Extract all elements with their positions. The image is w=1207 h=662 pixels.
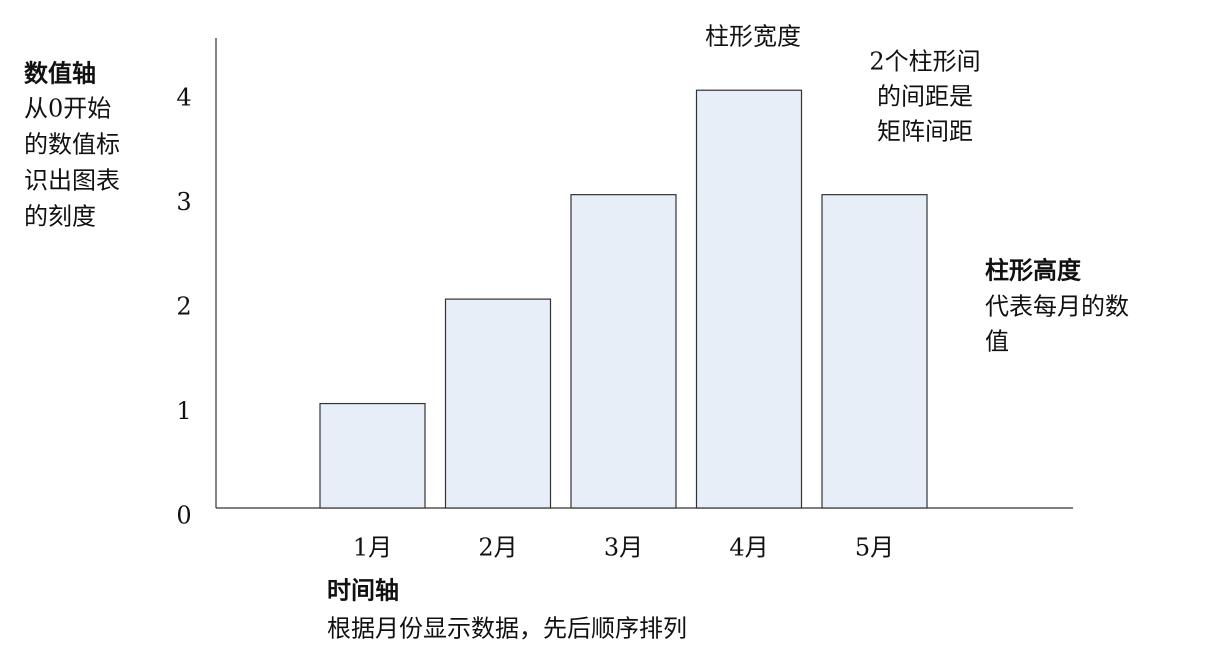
bar (319, 402, 426, 509)
bar (444, 298, 552, 509)
annotation-title: 时间轴 (327, 576, 399, 605)
x-tick-label: 2月 (478, 534, 517, 562)
x-tick-label: 5月 (855, 534, 894, 562)
annotation-text: 从0开始 (24, 95, 111, 123)
annotation-text: 值 (985, 328, 1009, 356)
y-tick-label: 4 (176, 84, 191, 112)
annotation-text: 2个柱形间 (869, 48, 980, 76)
annotation-title: 数值轴 (24, 59, 96, 88)
x-tick-label: 4月 (729, 534, 768, 562)
x-tick-label: 3月 (604, 534, 643, 562)
y-tick-label: 2 (176, 293, 191, 321)
bar (570, 194, 677, 509)
bar (695, 89, 803, 509)
annotation-text: 柱形宽度 (705, 23, 801, 51)
y-tick-label: 3 (176, 188, 191, 216)
annotation-text: 矩阵间距 (877, 118, 973, 146)
annotation-text: 代表每月的数 (985, 293, 1129, 321)
annotation-text: 识出图表 (24, 167, 120, 195)
annotation-text: 的间距是 (877, 83, 973, 111)
annotation-title: 柱形高度 (985, 256, 1082, 285)
y-tick-label: 0 (176, 502, 191, 530)
annotation-text: 的刻度 (24, 203, 96, 231)
bar (821, 194, 928, 509)
annotation-text: 的数值标 (24, 131, 120, 159)
x-tick-label: 1月 (353, 534, 392, 562)
annotation-text: 根据月份显示数据，先后顺序排列 (327, 615, 687, 643)
y-tick-label: 1 (176, 397, 191, 425)
